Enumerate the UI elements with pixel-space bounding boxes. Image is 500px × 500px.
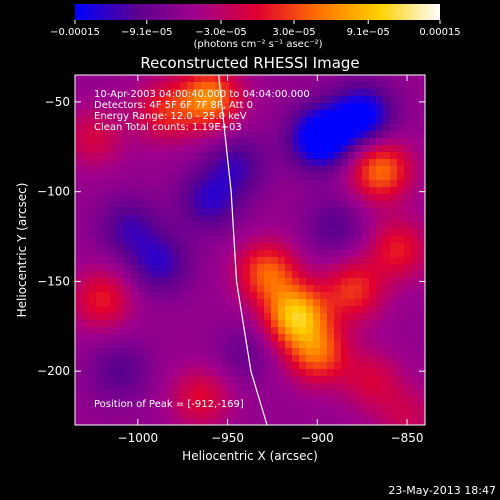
colorbar [75,4,440,20]
y-tick-label: −100 [37,185,70,199]
chart-title: Reconstructed RHESSI Image [140,54,359,72]
annotation-line: Detectors: 4F 5F 6F 7F 8F, Att 0 [94,100,253,111]
x-tick-label: −950 [211,431,244,445]
timestamp: 23-May-2013 18:47 [388,484,496,497]
colorbar-tick-label: −9.1e−05 [121,27,173,38]
heatmap-image [75,75,425,425]
y-tick-label: −200 [37,364,70,378]
annotation-line: 10-Apr-2003 04:00:40.000 to 04:04:00.000 [94,89,310,100]
colorbar-tick-label: 3.0e−05 [272,27,315,38]
colorbar-unit-label: (photons cm⁻² s⁻¹ asec⁻²) [193,39,322,50]
peak-position-label: Position of Peak = [-912,-169] [94,399,244,410]
plot-frame [74,74,426,426]
colorbar-tick-label: 9.1e−05 [347,27,390,38]
x-tick-label: −1000 [118,431,159,445]
x-tick-label: −900 [301,431,334,445]
y-tick-label: −50 [45,95,70,109]
solar-limb-line [217,75,268,425]
colorbar-tick-label: −3.0e−05 [195,27,247,38]
annotation-line: Clean Total counts: 1.19E+03 [94,122,242,133]
y-tick-label: −150 [37,274,70,288]
colorbar-tick-label: −0.00015 [50,27,100,38]
x-tick-label: −850 [391,431,424,445]
y-axis-label: Heliocentric Y (arcsec) [15,183,29,318]
annotation-line: Energy Range: 12.0 - 25.0 keV [94,111,247,122]
x-axis-label: Heliocentric X (arcsec) [182,449,318,463]
colorbar-tick-label: 0.00015 [419,27,460,38]
